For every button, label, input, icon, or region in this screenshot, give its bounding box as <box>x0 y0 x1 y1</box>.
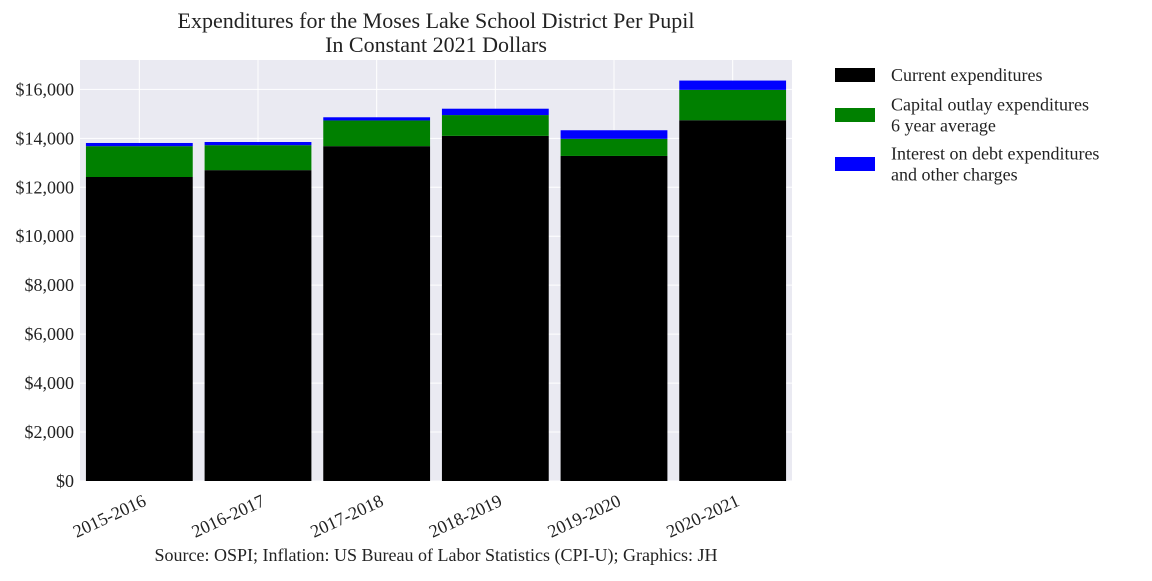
bar-segment <box>323 146 431 481</box>
x-tick-label: 2017-2018 <box>307 490 386 541</box>
bar-segment <box>441 135 549 481</box>
x-tick-label: 2020-2021 <box>663 490 742 541</box>
legend-label: Capital outlay expenditures <box>891 95 1089 115</box>
bar-segment <box>441 108 549 116</box>
bar-segment <box>204 170 312 481</box>
y-tick-label: $10,000 <box>16 226 75 246</box>
source-note: Source: OSPI; Inflation: US Bureau of La… <box>155 545 718 566</box>
y-tick-label: $12,000 <box>16 177 75 197</box>
chart-title: In Constant 2021 Dollars <box>325 32 547 57</box>
bar-segment <box>204 141 312 146</box>
y-tick-label: $8,000 <box>25 275 75 295</box>
legend-label: Current expenditures <box>891 65 1042 85</box>
bar-segment <box>679 89 787 121</box>
bar-segment <box>85 146 193 177</box>
legend-label: and other charges <box>891 165 1018 185</box>
bar-segment <box>560 155 668 481</box>
legend-label: Interest on debt expenditures <box>891 144 1099 164</box>
legend-swatch <box>835 68 875 82</box>
legend-label: 6 year average <box>891 116 996 136</box>
chart-title: Expenditures for the Moses Lake School D… <box>178 8 695 33</box>
legend-swatch <box>835 108 875 122</box>
bar-segment <box>323 117 431 121</box>
bar-segment <box>679 80 787 90</box>
y-tick-label: $16,000 <box>16 79 75 99</box>
bar-segment <box>85 176 193 481</box>
legend-swatch <box>835 157 875 171</box>
y-tick-label: $14,000 <box>16 128 75 148</box>
x-tick-label: 2015-2016 <box>70 490 149 541</box>
x-tick-label: 2016-2017 <box>189 490 268 541</box>
plot-area <box>80 60 792 481</box>
y-tick-label: $2,000 <box>25 422 75 442</box>
bar-segment <box>204 145 312 171</box>
bar-segment <box>679 120 787 481</box>
y-tick-label: $6,000 <box>25 324 75 344</box>
bar-segment <box>85 142 193 147</box>
y-tick-label: $4,000 <box>25 373 75 393</box>
y-tick-label: $0 <box>56 471 74 491</box>
bar-segment <box>560 138 668 156</box>
bar-segment <box>560 130 668 139</box>
bar-segment <box>441 115 549 136</box>
x-tick-label: 2019-2020 <box>545 490 624 541</box>
bar-segment <box>323 120 431 147</box>
x-tick-label: 2018-2019 <box>426 490 505 541</box>
